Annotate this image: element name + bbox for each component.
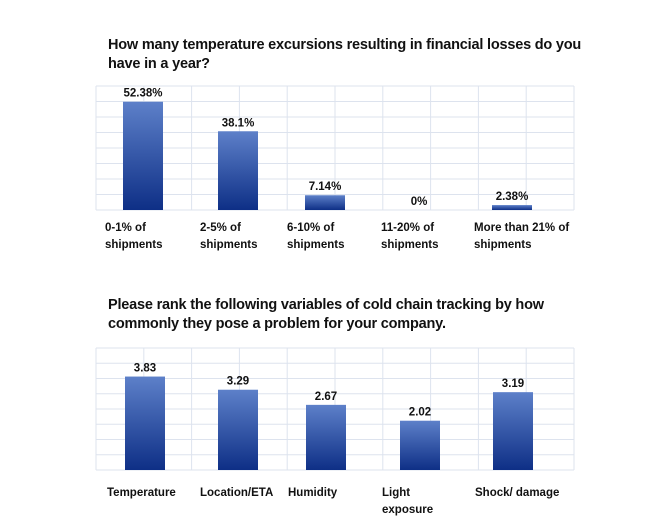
category-label: shipments: [200, 239, 258, 251]
data-label: 3.29: [227, 376, 249, 388]
bar: [400, 420, 440, 470]
data-label: 2.02: [409, 407, 431, 419]
bar: [218, 389, 258, 470]
category-label: shipments: [287, 239, 345, 251]
data-label: 3.83: [134, 363, 156, 375]
chart-2-title: Please rank the following variables of c…: [108, 297, 544, 332]
data-label: 38.1%: [222, 117, 255, 129]
category-label: exposure: [382, 504, 433, 516]
data-label: 2.67: [315, 391, 337, 403]
chart-1-title: How many temperature excursions resultin…: [108, 37, 582, 72]
category-label: 11-20% of: [381, 222, 434, 234]
category-label: shipments: [381, 239, 439, 251]
bar: [123, 101, 163, 210]
category-label: shipments: [474, 239, 532, 251]
data-label: 2.38%: [496, 191, 529, 203]
category-label: Light: [382, 487, 410, 499]
bar: [125, 376, 165, 470]
category-label: 6-10% of: [287, 222, 334, 234]
category-label: More than 21% of: [474, 222, 569, 234]
category-label: Humidity: [288, 487, 338, 499]
bar: [306, 404, 346, 470]
data-label: 7.14%: [309, 181, 342, 193]
bar: [492, 205, 532, 210]
data-label: 52.38%: [123, 88, 162, 100]
bar: [493, 392, 533, 470]
bar: [218, 131, 258, 210]
category-label: 2-5% of: [200, 222, 241, 234]
bar: [305, 195, 345, 210]
category-label: 0-1% of: [105, 222, 146, 234]
category-label: Temperature: [107, 487, 176, 499]
category-label: shipments: [105, 239, 163, 251]
category-label: Shock/ damage: [475, 487, 559, 499]
data-label: 3.19: [502, 378, 524, 390]
data-label: 0%: [411, 196, 428, 208]
category-label: Location/ETA: [200, 487, 273, 499]
